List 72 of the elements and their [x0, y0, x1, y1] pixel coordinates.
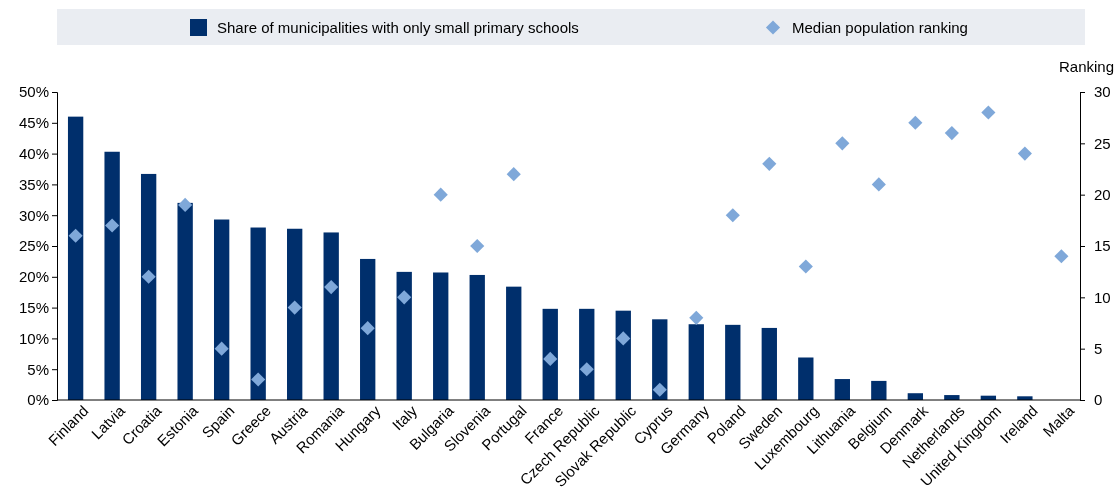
bar — [287, 228, 303, 400]
bar — [433, 272, 449, 400]
point — [944, 126, 959, 141]
point — [835, 136, 850, 151]
bar — [834, 379, 850, 400]
point — [1054, 249, 1069, 264]
y-tick-label: 5% — [27, 360, 49, 378]
point — [360, 321, 375, 336]
point — [616, 331, 631, 346]
bar — [250, 227, 266, 400]
point — [652, 382, 667, 397]
bar — [360, 258, 376, 400]
point — [433, 187, 448, 202]
point — [725, 208, 740, 223]
point — [287, 300, 302, 315]
bar — [177, 202, 193, 400]
legend-label: Median population ranking — [792, 19, 968, 36]
bar — [688, 324, 704, 400]
y2-axis-title: Ranking — [1058, 58, 1114, 75]
point — [762, 156, 777, 171]
y-tick-label: 0% — [27, 391, 49, 409]
point — [981, 105, 996, 120]
point — [798, 259, 813, 274]
bar — [542, 308, 558, 400]
y2-tick-label: 15 — [1094, 237, 1111, 255]
point — [470, 238, 485, 254]
point — [105, 218, 120, 233]
bar — [579, 308, 595, 400]
legend-label: Share of municipalities with only small primary schools — [217, 19, 579, 36]
point — [324, 280, 339, 295]
point — [214, 341, 229, 356]
bar — [67, 116, 84, 400]
point — [871, 177, 886, 192]
bar — [871, 380, 887, 400]
point — [251, 372, 266, 387]
y-tick-label: 30% — [18, 206, 49, 224]
y-tick-label: 50% — [18, 83, 49, 101]
y-tick-label: 15% — [18, 298, 49, 316]
bar — [506, 286, 522, 400]
bar — [761, 327, 777, 400]
bar — [104, 151, 120, 400]
y-tick-label: 25% — [18, 237, 49, 255]
point — [68, 228, 83, 243]
point — [908, 115, 923, 130]
y2-tick-label: 10 — [1094, 288, 1111, 306]
y2-tick-label: 0 — [1094, 391, 1103, 409]
y-tick-label: 35% — [18, 175, 49, 193]
point — [689, 310, 704, 325]
point — [1017, 146, 1032, 161]
y-tick-label: 20% — [18, 268, 49, 286]
point — [579, 362, 594, 377]
y-tick-label: 40% — [18, 144, 49, 162]
bar — [469, 274, 485, 400]
point — [141, 269, 156, 284]
point — [506, 167, 521, 182]
y-tick-label: 10% — [18, 329, 49, 347]
bar — [652, 319, 668, 400]
y2-tick-label: 5 — [1094, 339, 1103, 357]
y2-tick-label: 30 — [1094, 83, 1111, 101]
bar — [213, 219, 230, 400]
point — [178, 197, 193, 212]
bar — [615, 310, 631, 400]
bar — [323, 232, 339, 400]
bar — [798, 357, 814, 400]
y2-tick-label: 20 — [1094, 185, 1111, 203]
point — [397, 290, 412, 305]
bar — [140, 173, 157, 400]
bar — [396, 271, 412, 400]
y-tick-label: 45% — [18, 114, 49, 132]
bar — [725, 324, 741, 400]
y2-tick-label: 25 — [1094, 134, 1111, 152]
point — [543, 351, 558, 366]
